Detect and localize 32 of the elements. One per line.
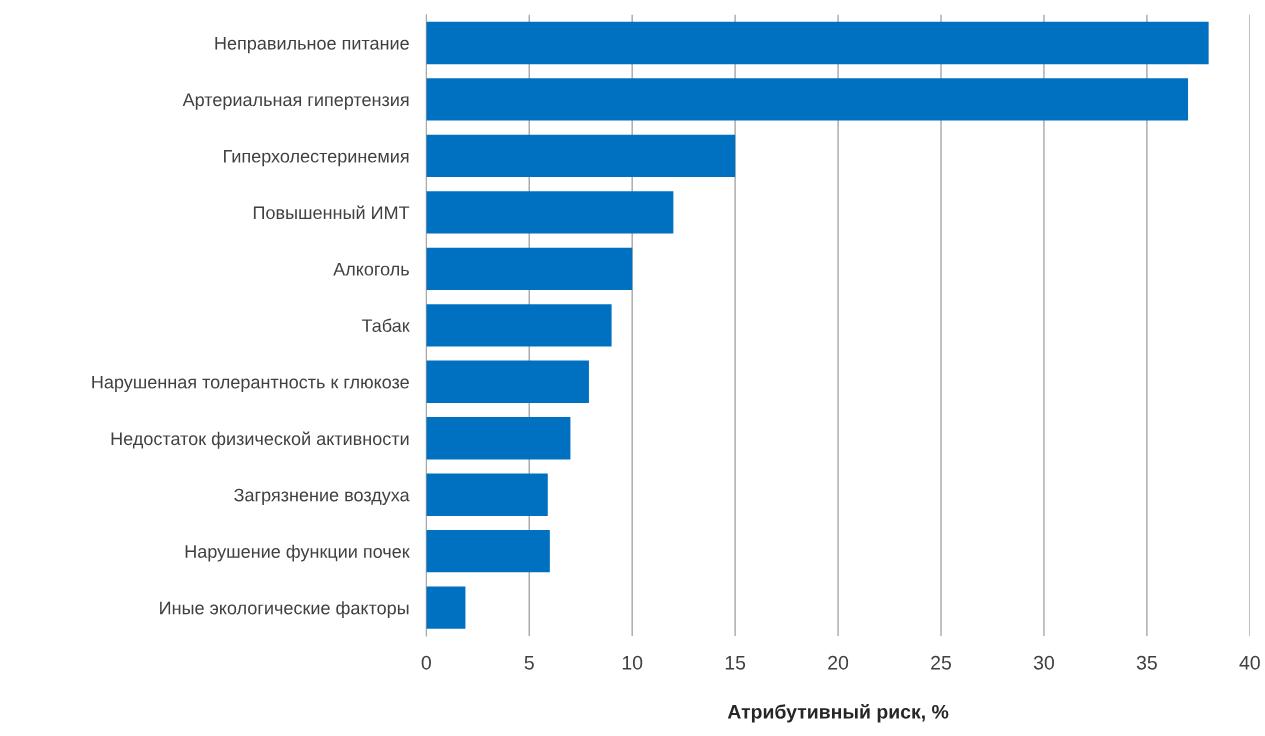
bar <box>426 191 674 234</box>
y-tick-label: Алкоголь <box>333 262 409 276</box>
bar <box>426 134 736 178</box>
y-tick-label: Недостаток физической активности <box>111 431 409 449</box>
x-tick-label: 10 <box>622 655 643 670</box>
bar <box>426 530 550 573</box>
y-tick-label: Повышенный ИМТ <box>253 205 410 220</box>
x-axis-title: Атрибутивный риск, % <box>727 704 949 723</box>
bar <box>426 247 633 291</box>
bar <box>426 586 466 629</box>
bar <box>426 417 571 460</box>
bar <box>426 78 1189 121</box>
y-tick-label: Нарушение функции почек <box>185 544 410 562</box>
y-tick-label: Иные экологические факторы <box>160 601 409 618</box>
bar <box>426 360 589 403</box>
y-tick-label: Неправильное питание <box>215 37 409 54</box>
x-tick-label: 15 <box>725 656 746 670</box>
bar <box>426 21 1209 65</box>
y-tick-label: Нарушенная толерантность к глюкозе <box>92 375 409 393</box>
x-tick-label: 0 <box>421 655 431 670</box>
y-tick-label: Загрязнение воздуха <box>234 488 410 506</box>
x-tick-label: 5 <box>524 656 534 670</box>
x-tick-label: 30 <box>1033 655 1054 670</box>
y-tick-label: Артериальная гипертензия <box>182 93 409 110</box>
x-tick-label: 20 <box>828 655 849 670</box>
x-tick-label: 25 <box>931 655 951 670</box>
y-tick-label: Табак <box>361 318 410 333</box>
x-tick-label: 35 <box>1136 655 1157 670</box>
y-tick-label: Гиперхолестеринемия <box>224 150 409 167</box>
bar <box>426 304 612 347</box>
bar <box>426 473 548 516</box>
x-tick-label: 40 <box>1239 655 1260 670</box>
